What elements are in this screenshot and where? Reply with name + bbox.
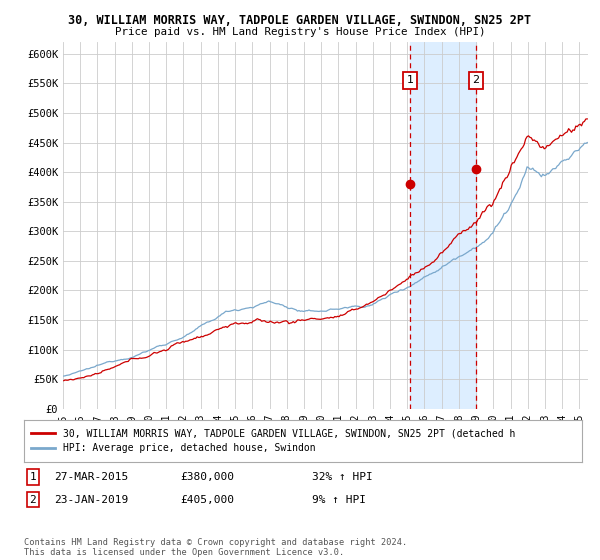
Text: 1: 1	[407, 76, 413, 86]
Text: 1: 1	[29, 472, 37, 482]
Text: 27-MAR-2015: 27-MAR-2015	[54, 472, 128, 482]
Text: £405,000: £405,000	[180, 494, 234, 505]
Text: Price paid vs. HM Land Registry's House Price Index (HPI): Price paid vs. HM Land Registry's House …	[115, 27, 485, 37]
Text: 9% ↑ HPI: 9% ↑ HPI	[312, 494, 366, 505]
Text: Contains HM Land Registry data © Crown copyright and database right 2024.
This d: Contains HM Land Registry data © Crown c…	[24, 538, 407, 557]
Text: £380,000: £380,000	[180, 472, 234, 482]
Legend: 30, WILLIAM MORRIS WAY, TADPOLE GARDEN VILLAGE, SWINDON, SN25 2PT (detached h, H: 30, WILLIAM MORRIS WAY, TADPOLE GARDEN V…	[27, 424, 519, 458]
Text: 2: 2	[29, 494, 37, 505]
Bar	[410, 42, 476, 409]
Text: 30, WILLIAM MORRIS WAY, TADPOLE GARDEN VILLAGE, SWINDON, SN25 2PT: 30, WILLIAM MORRIS WAY, TADPOLE GARDEN V…	[68, 14, 532, 27]
Text: 23-JAN-2019: 23-JAN-2019	[54, 494, 128, 505]
Text: 32% ↑ HPI: 32% ↑ HPI	[312, 472, 373, 482]
Text: 2: 2	[473, 76, 479, 86]
